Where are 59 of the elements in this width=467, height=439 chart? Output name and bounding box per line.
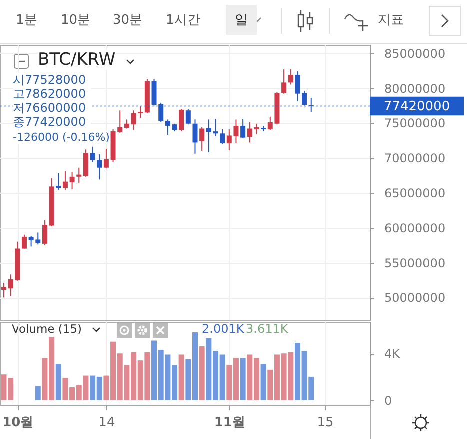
- candlestick: [186, 108, 191, 126]
- candlestick: [42, 220, 48, 246]
- bar: [199, 346, 205, 400]
- x-tick-label: 14: [98, 416, 116, 430]
- ref-line-label: 77420000: [384, 99, 450, 114]
- text: 30분: [113, 12, 143, 29]
- bar: [35, 386, 41, 400]
- y-tick-label: 0: [384, 394, 392, 408]
- y-tick-label: 4K: [384, 347, 402, 362]
- text: 시77528000 고78620000 저76600000 종77420000: [13, 73, 91, 129]
- candlestick: [165, 119, 170, 136]
- x-tick-label: 11월: [214, 416, 246, 430]
- candlestick: [76, 167, 82, 184]
- text: 지표: [378, 12, 404, 29]
- candlestick: [90, 146, 96, 163]
- candlestick: [56, 172, 62, 191]
- candlestick: [22, 234, 27, 250]
- y-tick-label: 85000000: [384, 46, 446, 61]
- text: 1시간: [166, 12, 200, 29]
- chart-title: Volume (15): [12, 322, 82, 336]
- bar: [240, 358, 246, 400]
- candlestick: [62, 170, 68, 191]
- candlestick: [220, 128, 226, 145]
- candlestick: [308, 97, 314, 113]
- annotation: 2.001K: [202, 322, 244, 336]
- y-tick-label: 50000000: [384, 291, 446, 306]
- y-tick-label: 70000000: [384, 152, 446, 166]
- candlestick: [104, 148, 109, 170]
- text: 일: [226, 5, 257, 35]
- candlestick: [200, 126, 205, 152]
- candlestick: [138, 106, 144, 119]
- candlestick: [83, 149, 88, 178]
- candlestick: [124, 119, 130, 130]
- candlestick: [302, 90, 308, 106]
- candlestick: [282, 68, 287, 94]
- x-tick-label: 15: [317, 416, 334, 430]
- annotation: -126000 (-0.16%): [13, 131, 110, 144]
- y-tick-label: 65000000: [384, 186, 446, 200]
- candlestick: [295, 71, 300, 102]
- y-tick-label: 60000000: [384, 221, 446, 236]
- chart-title: BTC/KRW: [38, 50, 116, 70]
- candlestick: [97, 154, 102, 180]
- candlestick: [192, 119, 198, 154]
- candlestick: [288, 68, 294, 86]
- bar: [178, 354, 184, 400]
- annotation: 3.611K: [246, 322, 288, 336]
- candlestick: [179, 108, 184, 132]
- candlestick: [1, 282, 6, 298]
- bar: [56, 364, 62, 400]
- bar: [260, 364, 266, 400]
- candlestick: [240, 118, 246, 140]
- y-tick-label: 75000000: [384, 116, 446, 131]
- text: 1분: [16, 12, 38, 29]
- candlestick: [131, 110, 136, 131]
- y-tick-label: 55000000: [384, 256, 446, 270]
- candlestick: [70, 172, 75, 190]
- x-tick-label: 10월: [2, 416, 34, 430]
- text: 10분: [61, 12, 91, 29]
- y-tick-label: 80000000: [384, 82, 446, 96]
